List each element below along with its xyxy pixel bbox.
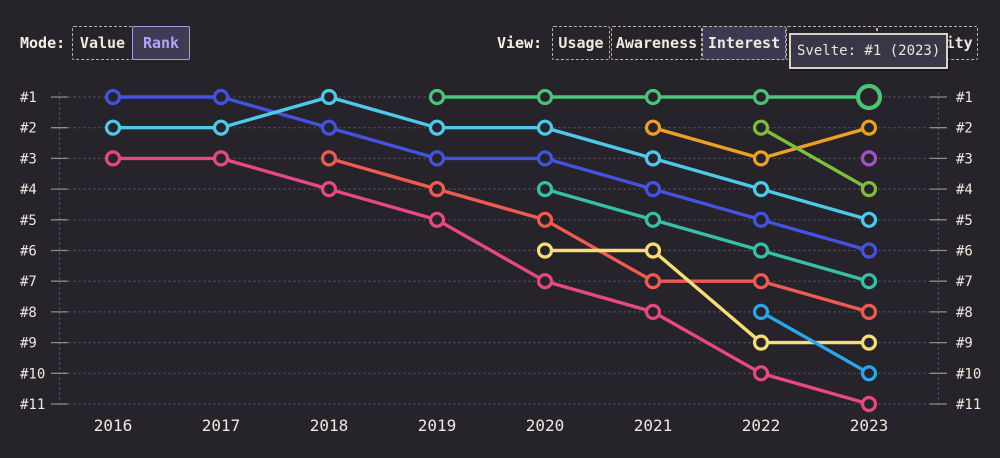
year-label-2023: 2023 (850, 416, 889, 435)
marker-purple-2023[interactable] (860, 150, 878, 167)
series-line-lime (759, 125, 871, 191)
marker-blue-2016[interactable] (104, 88, 122, 106)
rank-label-left-1: #1 (20, 90, 37, 106)
view-option-interest[interactable]: Interest (702, 26, 786, 60)
rank-label-left-8: #8 (20, 305, 37, 321)
marker-yellow-2021[interactable] (644, 242, 662, 259)
marker-orange-2023[interactable] (860, 119, 878, 136)
marker-orange-2021[interactable] (644, 119, 662, 136)
marker-svelte-2023[interactable] (855, 83, 883, 111)
rank-label-right-2: #2 (956, 121, 973, 137)
year-label-2022: 2022 (742, 416, 781, 435)
marker-pink-2016[interactable] (104, 150, 122, 167)
marker-cyan-2022[interactable] (752, 181, 770, 198)
marker-cyan-2016[interactable] (104, 119, 122, 136)
view-option-awareness[interactable]: Awareness (611, 26, 702, 60)
rank-label-right-4: #4 (956, 182, 973, 198)
rank-label-left-9: #9 (20, 336, 37, 352)
marker-svelte-2022[interactable] (752, 88, 770, 106)
marker-pink-2017[interactable] (212, 150, 230, 167)
rank-label-right-5: #5 (956, 213, 973, 229)
marker-orange-2022[interactable] (752, 150, 770, 167)
series-line-blue (111, 95, 871, 253)
series-line-cyan (111, 95, 871, 222)
marker-cyan-2023[interactable] (860, 211, 878, 228)
marker-svelte-2020[interactable] (536, 88, 554, 106)
marker-blue-2020[interactable] (536, 150, 554, 167)
marker-yellow-2022[interactable] (752, 334, 770, 351)
marker-pink-2018[interactable] (320, 181, 338, 198)
rank-label-right-7: #7 (956, 274, 973, 290)
series-line-teal (543, 187, 871, 283)
marker-yellow-2020[interactable] (536, 242, 554, 259)
marker-teal-2022[interactable] (752, 242, 770, 259)
rank-label-left-4: #4 (20, 182, 37, 198)
rank-label-right-6: #6 (956, 244, 973, 260)
marker-lime-2023[interactable] (860, 181, 878, 198)
year-label-2020: 2020 (526, 416, 565, 435)
year-label-2021: 2021 (634, 416, 673, 435)
marker-svelte-2019[interactable] (428, 88, 446, 106)
marker-cyan-2019[interactable] (428, 119, 446, 136)
marker-pink-2023[interactable] (860, 395, 878, 413)
rank-label-left-5: #5 (20, 213, 37, 229)
series-line-light-blue (759, 310, 871, 375)
marker-light-blue-2023[interactable] (860, 365, 878, 382)
rank-label-right-9: #9 (956, 336, 973, 352)
marker-red-2021[interactable] (644, 273, 662, 290)
marker-pink-2022[interactable] (752, 365, 770, 382)
year-label-2016: 2016 (94, 416, 133, 435)
marker-red-2019[interactable] (428, 181, 446, 198)
mode-label: Mode: (20, 34, 66, 52)
rank-label-left-6: #6 (20, 244, 37, 260)
marker-teal-2023[interactable] (860, 273, 878, 290)
marker-pink-2021[interactable] (644, 303, 662, 320)
marker-blue-2021[interactable] (644, 181, 662, 198)
marker-lime-2022[interactable] (752, 119, 770, 136)
view-label: View: (497, 34, 543, 52)
marker-teal-2021[interactable] (644, 211, 662, 228)
marker-pink-2019[interactable] (428, 211, 446, 228)
rank-label-left-10: #10 (20, 366, 45, 382)
rank-label-right-11: #11 (956, 397, 981, 413)
rank-label-left-7: #7 (20, 274, 37, 290)
rank-label-left-2: #2 (20, 121, 37, 137)
marker-teal-2020[interactable] (536, 181, 554, 198)
tooltip-text: Svelte: #1 (2023) (797, 43, 941, 59)
marker-red-2020[interactable] (536, 211, 554, 228)
marker-blue-2017[interactable] (212, 88, 230, 106)
year-label-2017: 2017 (202, 416, 241, 435)
marker-blue-2019[interactable] (428, 150, 446, 167)
hover-tooltip: Svelte: #1 (2023) (789, 33, 949, 69)
rank-label-right-10: #10 (956, 366, 981, 382)
series-line-pink (111, 156, 871, 406)
rank-label-right-3: #3 (956, 151, 973, 167)
marker-red-2023[interactable] (860, 303, 878, 320)
rank-label-left-11: #11 (20, 397, 45, 413)
marker-cyan-2017[interactable] (212, 119, 230, 136)
marker-blue-2018[interactable] (320, 119, 338, 136)
marker-blue-2022[interactable] (752, 211, 770, 228)
view-option-usage[interactable]: Usage (552, 26, 610, 60)
marker-svelte-2021[interactable] (644, 88, 662, 106)
marker-cyan-2018[interactable] (320, 88, 338, 106)
marker-cyan-2020[interactable] (536, 119, 554, 136)
marker-light-blue-2022[interactable] (752, 303, 770, 320)
marker-red-2022[interactable] (752, 273, 770, 290)
rank-label-right-8: #8 (956, 305, 973, 321)
marker-yellow-2023[interactable] (860, 334, 878, 351)
marker-cyan-2021[interactable] (644, 150, 662, 167)
series-line-red (327, 156, 871, 314)
year-label-2018: 2018 (310, 416, 349, 435)
rank-label-left-3: #3 (20, 151, 37, 167)
marker-pink-2020[interactable] (536, 273, 554, 290)
rank-label-right-1: #1 (956, 90, 973, 106)
marker-blue-2023[interactable] (860, 242, 878, 259)
year-label-2019: 2019 (418, 416, 457, 435)
marker-red-2018[interactable] (320, 150, 338, 167)
mode-option-rank[interactable]: Rank (132, 26, 190, 60)
